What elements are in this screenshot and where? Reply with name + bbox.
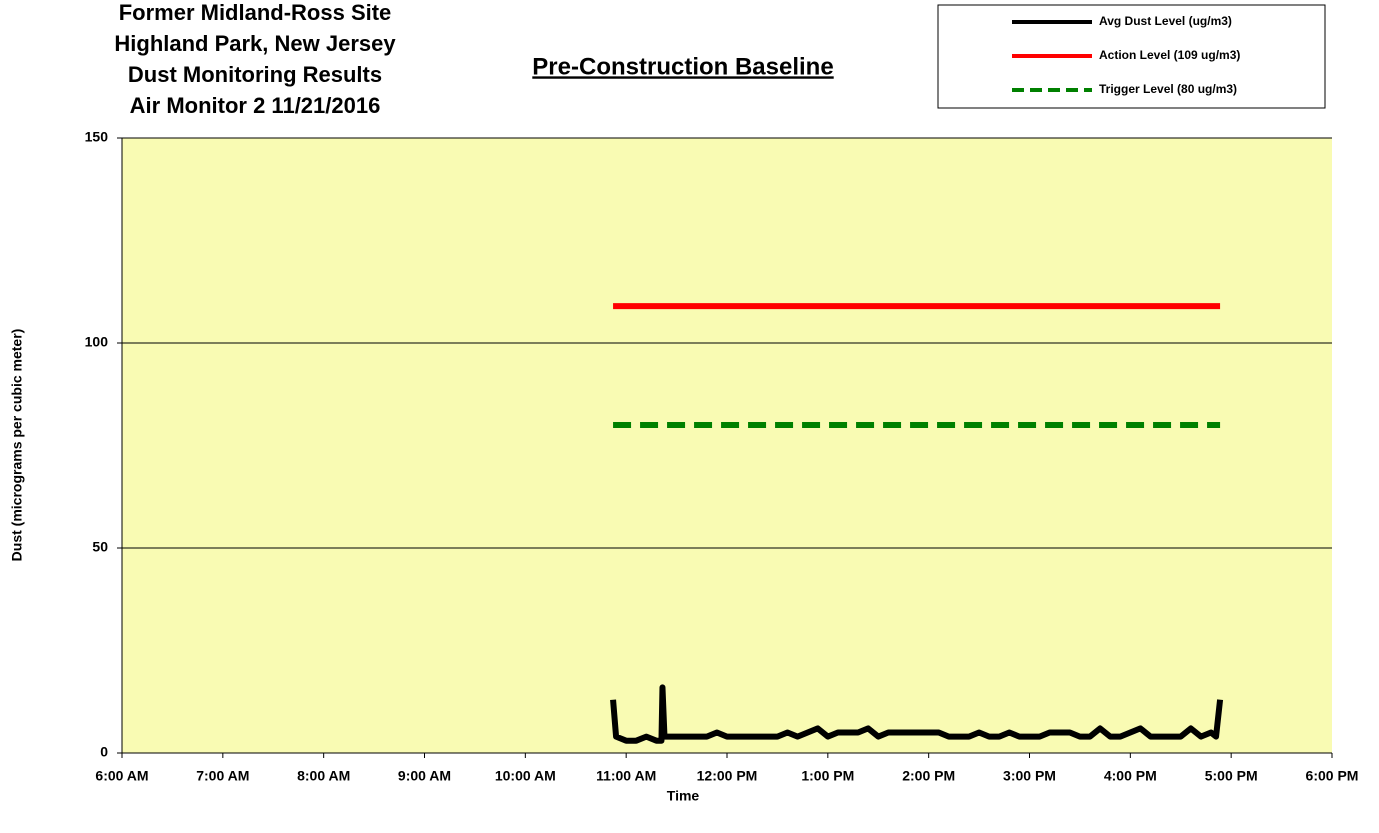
x-tick-label: 2:00 PM — [902, 768, 955, 784]
x-tick-label: 9:00 AM — [398, 768, 451, 784]
y-tick-label: 50 — [92, 539, 108, 555]
x-tick-label: 10:00 AM — [495, 768, 556, 784]
chart-title: Dust Monitoring Results — [128, 62, 382, 87]
x-tick-label: 4:00 PM — [1104, 768, 1157, 784]
plot-area — [122, 138, 1332, 753]
x-tick-label: 1:00 PM — [801, 768, 854, 784]
x-tick-label: 6:00 PM — [1306, 768, 1359, 784]
x-tick-label: 7:00 AM — [196, 768, 249, 784]
legend-label: Action Level (109 ug/m3) — [1099, 48, 1240, 62]
chart-title: Air Monitor 2 11/21/2016 — [130, 93, 381, 118]
x-tick-label: 12:00 PM — [697, 768, 758, 784]
x-tick-label: 5:00 PM — [1205, 768, 1258, 784]
x-axis-label: Time — [667, 788, 700, 804]
series-line — [610, 684, 1224, 744]
legend-label: Trigger Level (80 ug/m3) — [1099, 82, 1237, 96]
legend-label: Avg Dust Level (ug/m3) — [1099, 14, 1232, 28]
x-tick-label: 11:00 AM — [596, 768, 656, 784]
y-tick-label: 0 — [100, 744, 108, 760]
chart-title: Highland Park, New Jersey — [114, 31, 396, 56]
x-tick-label: 8:00 AM — [297, 768, 350, 784]
y-tick-label: 100 — [85, 334, 109, 350]
x-tick-label: 3:00 PM — [1003, 768, 1056, 784]
y-tick-label: 150 — [85, 129, 109, 145]
x-tick-label: 6:00 AM — [95, 768, 148, 784]
chart-subtitle: Pre-Construction Baseline — [532, 53, 833, 80]
legend-box — [937, 4, 1326, 109]
y-axis-label: Dust (micrograms per cubic meter) — [9, 329, 25, 562]
chart-title: Former Midland-Ross Site — [119, 0, 392, 25]
